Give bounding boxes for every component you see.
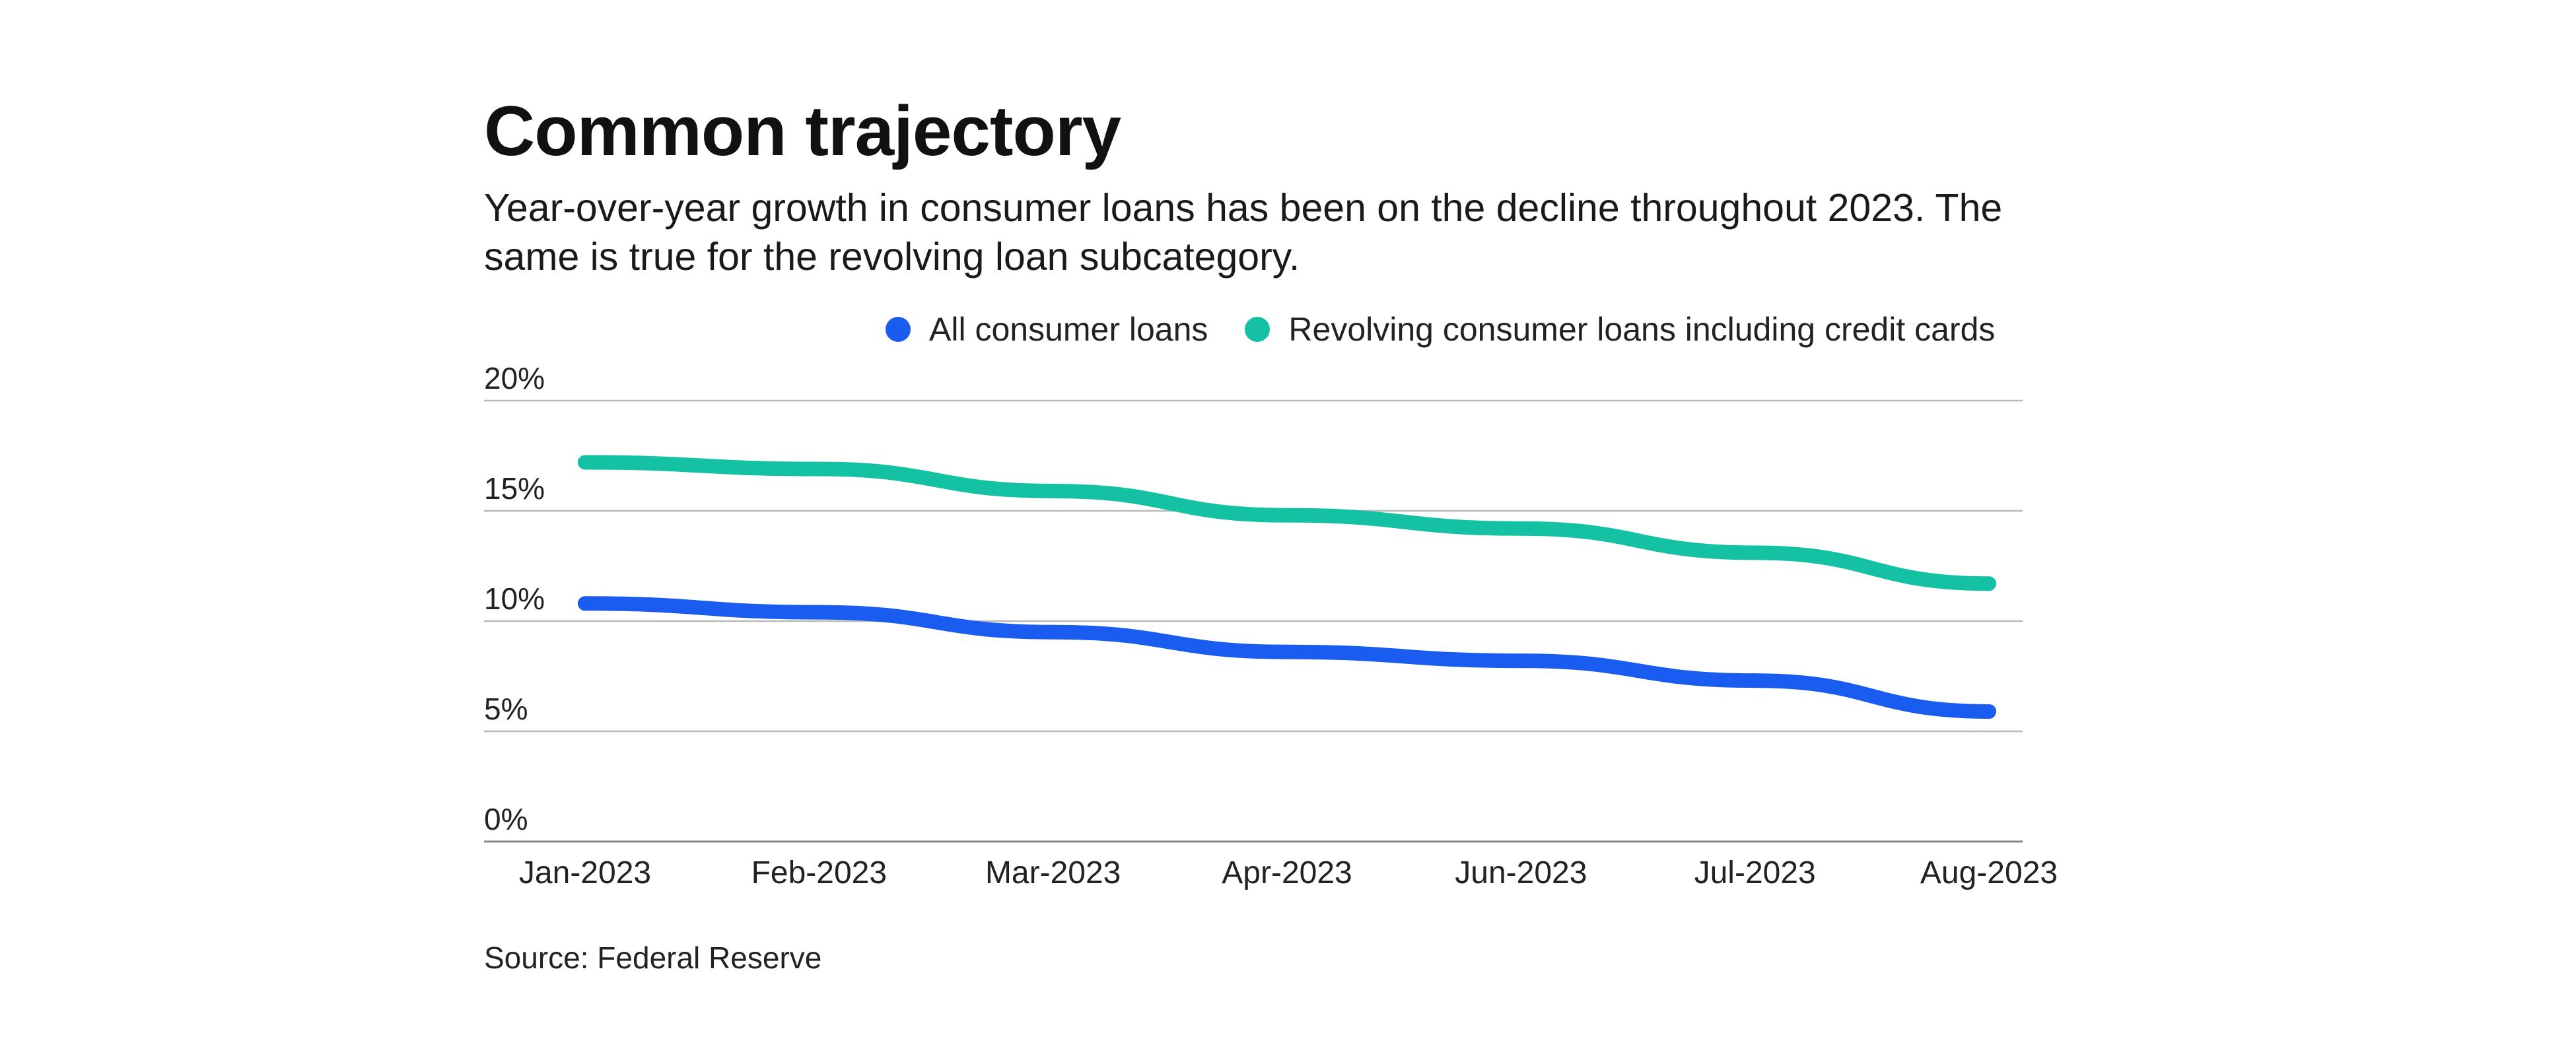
data-point-all-consumer-loans-mar-2023 xyxy=(1045,624,1061,640)
data-point-all-consumer-loans-jan-2023 xyxy=(578,596,592,611)
x-tick-label-jan-2023: Jan-2023 xyxy=(519,855,651,890)
x-tick-label-apr-2023: Apr-2023 xyxy=(1222,855,1352,890)
data-point-revolving-consumer-loans-including-credit-cards-aug-2023 xyxy=(1982,576,1996,591)
data-point-revolving-consumer-loans-including-credit-cards-jun-2023 xyxy=(1514,521,1529,536)
legend-marker-revolving-consumer-loans xyxy=(1245,317,1271,342)
data-point-all-consumer-loans-aug-2023 xyxy=(1982,704,1996,719)
legend-marker-all-consumer-loans xyxy=(886,317,911,342)
x-tick-label-mar-2023: Mar-2023 xyxy=(985,855,1121,890)
x-tick-label-aug-2023: Aug-2023 xyxy=(1920,855,2058,890)
legend-item-revolving-consumer-loans: Revolving consumer loans including credi… xyxy=(1245,310,1995,348)
y-tick-label-10: 10% xyxy=(484,581,545,616)
legend-label-all-consumer-loans: All consumer loans xyxy=(929,311,1208,348)
y-tick-label-5: 5% xyxy=(484,692,528,726)
chart-title: Common trajectory xyxy=(484,91,1121,170)
x-tick-label-jun-2023: Jun-2023 xyxy=(1455,855,1587,890)
y-axis-tick-labels: 0% 5% 10% 15% 20% xyxy=(484,361,545,836)
y-tick-label-0: 0% xyxy=(484,802,528,836)
legend-item-all-consumer-loans: All consumer loans xyxy=(886,310,1208,348)
series-line-revolving-consumer-loans-including-credit-cards xyxy=(578,455,1996,591)
data-point-revolving-consumer-loans-including-credit-cards-mar-2023 xyxy=(1045,483,1061,498)
data-point-all-consumer-loans-feb-2023 xyxy=(812,605,827,620)
x-tick-label-jul-2023: Jul-2023 xyxy=(1694,855,1816,890)
series-lines xyxy=(578,455,1996,719)
y-tick-label-20: 20% xyxy=(484,361,545,395)
legend-label-revolving-consumer-loans: Revolving consumer loans including credi… xyxy=(1288,311,1996,348)
source-note: Source: Federal Reserve xyxy=(484,941,822,975)
data-point-revolving-consumer-loans-including-credit-cards-jul-2023 xyxy=(1747,545,1762,560)
x-axis-tick-labels: Jan-2023 Feb-2023 Mar-2023 Apr-2023 Jun-2023… xyxy=(519,855,2058,890)
data-point-revolving-consumer-loans-including-credit-cards-jan-2023 xyxy=(578,455,592,470)
data-point-all-consumer-loans-jul-2023 xyxy=(1747,673,1762,688)
data-point-revolving-consumer-loans-including-credit-cards-apr-2023 xyxy=(1280,508,1294,523)
y-tick-label-15: 15% xyxy=(484,471,545,506)
x-tick-label-feb-2023: Feb-2023 xyxy=(751,855,887,890)
legend: All consumer loans Revolving consumer lo… xyxy=(886,310,2032,348)
data-point-all-consumer-loans-apr-2023 xyxy=(1280,644,1294,659)
chart-subtitle: Year-over-year growth in consumer loans … xyxy=(484,186,2003,279)
data-point-revolving-consumer-loans-including-credit-cards-feb-2023 xyxy=(812,461,827,477)
data-point-all-consumer-loans-jun-2023 xyxy=(1514,653,1529,669)
